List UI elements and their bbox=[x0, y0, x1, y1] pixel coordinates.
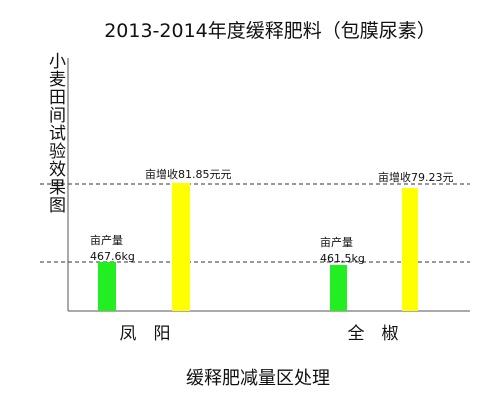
bar bbox=[172, 183, 190, 311]
x-axis-label: 缓释肥减量区处理 bbox=[186, 368, 330, 389]
bar bbox=[98, 262, 116, 311]
y-axis-label: 小麦田间试验效果图 bbox=[45, 52, 66, 214]
bar-label: 亩增收81.85元元 bbox=[145, 167, 232, 181]
chart-title: 2013-2014年度缓释肥料（包膜尿素） bbox=[104, 20, 436, 42]
bar bbox=[402, 188, 418, 311]
bar bbox=[330, 265, 347, 311]
bar-label: 亩产量 bbox=[90, 233, 123, 247]
bar-label: 亩产量 bbox=[320, 235, 353, 249]
bar-label: 461.5kg bbox=[320, 252, 365, 265]
bar-label: 467.6kg bbox=[90, 250, 135, 263]
category-label: 凤 阳 bbox=[120, 324, 171, 344]
category-label: 全 椒 bbox=[348, 324, 399, 344]
bar-label: 亩增收79.23元 bbox=[378, 170, 454, 184]
